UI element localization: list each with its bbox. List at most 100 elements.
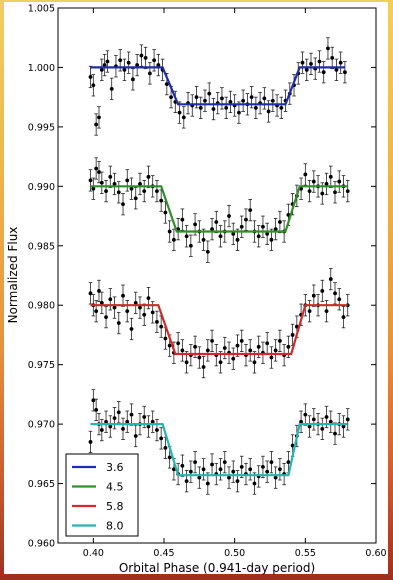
data-point (108, 174, 113, 179)
data-point (220, 96, 224, 101)
data-point (99, 180, 104, 185)
data-point (269, 237, 274, 242)
data-point (184, 234, 189, 239)
data-point (104, 315, 108, 320)
data-point (303, 172, 308, 177)
data-point (131, 77, 135, 82)
data-point (265, 469, 270, 474)
data-point (337, 179, 342, 184)
data-point (180, 348, 185, 353)
data-point (239, 338, 244, 343)
data-point (205, 249, 210, 254)
data-point (171, 467, 176, 472)
data-point (252, 481, 257, 486)
data-point (133, 300, 138, 305)
data-point (311, 417, 316, 422)
data-point (133, 196, 138, 201)
data-point (163, 336, 168, 341)
x-tick-label: 0.40 (83, 548, 104, 559)
x-tick-label: 0.50 (224, 548, 245, 559)
data-point (286, 460, 291, 465)
data-point (248, 208, 253, 213)
data-point (328, 174, 333, 179)
data-point (311, 179, 316, 184)
data-point (97, 115, 101, 120)
data-point (112, 182, 117, 186)
data-point (299, 419, 303, 424)
data-point (91, 398, 96, 403)
data-point (277, 220, 282, 224)
data-point (91, 83, 96, 88)
data-point (228, 100, 233, 104)
data-point (253, 105, 258, 110)
data-point (155, 428, 159, 432)
data-point (333, 431, 337, 436)
data-point (326, 46, 330, 51)
data-point (125, 419, 130, 424)
data-point (338, 60, 343, 65)
data-point (146, 296, 151, 300)
model-lines (90, 66, 348, 477)
x-tick-label: 0.45 (153, 548, 174, 559)
data-point (333, 190, 337, 195)
y-tick-label: 0.975 (28, 360, 55, 371)
data-point (265, 341, 270, 346)
data-point (104, 419, 108, 424)
data-point (273, 348, 278, 353)
data-point (324, 309, 329, 314)
data-point (116, 321, 121, 325)
data-point (341, 424, 346, 429)
data-point (303, 412, 308, 417)
data-point (159, 436, 164, 441)
data-point (231, 469, 236, 474)
data-point (333, 291, 337, 296)
data-point (241, 98, 246, 103)
data-point (142, 312, 147, 317)
data-point (218, 467, 223, 472)
data-point (88, 75, 93, 79)
data-point (129, 327, 134, 331)
data-point (181, 115, 186, 120)
data-point (108, 424, 113, 429)
data-point (147, 71, 152, 76)
data-point (193, 460, 197, 465)
data-point (227, 475, 231, 480)
data-point (256, 344, 261, 349)
data-point (197, 475, 202, 480)
y-tick-label: 0.980 (28, 301, 55, 312)
data-point (214, 220, 219, 224)
data-point (222, 460, 227, 465)
data-point (176, 341, 181, 346)
x-axis-label: Orbital Phase (0.941-day period) (119, 561, 315, 575)
data-point (150, 419, 155, 424)
data-point (227, 214, 231, 218)
data-point (304, 67, 309, 72)
legend-label: 5.8 (106, 500, 124, 513)
data-point (290, 333, 295, 337)
data-point (94, 122, 99, 127)
data-point (324, 415, 329, 419)
data-point (126, 60, 131, 65)
x-tick-label: 0.55 (295, 548, 316, 559)
data-point (146, 174, 151, 179)
data-point (239, 224, 244, 229)
data-point (210, 227, 214, 232)
data-point (201, 237, 206, 242)
data-point (235, 479, 240, 484)
data-point (320, 191, 325, 196)
data-point (135, 63, 140, 67)
data-point (163, 210, 168, 215)
data-point (121, 426, 125, 431)
data-point (198, 105, 203, 110)
data-point (207, 91, 212, 96)
y-tick-label: 0.985 (28, 241, 55, 252)
data-point (300, 60, 305, 65)
data-point (155, 189, 159, 193)
data-point (324, 182, 329, 186)
data-point (180, 217, 185, 222)
data-point (125, 309, 130, 314)
data-point (256, 234, 261, 239)
data-point (265, 231, 270, 236)
data-point (104, 189, 108, 193)
